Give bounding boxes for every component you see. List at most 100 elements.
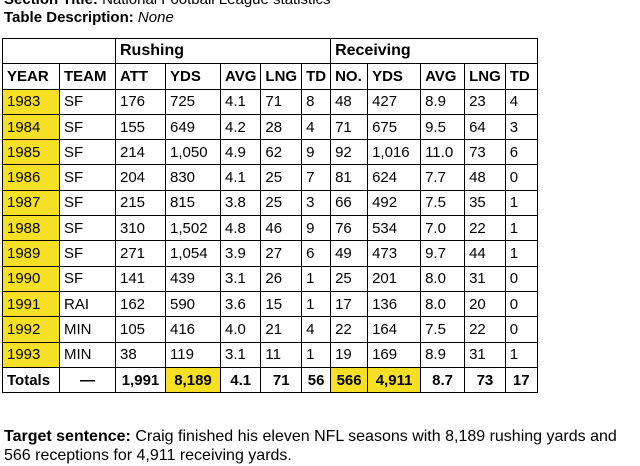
- column-header-row: YEAR TEAM ATT YDS AVG LNG TD NO. YDS AVG LNG TD: [2, 63, 538, 90]
- table-cell: 25: [260, 189, 303, 217]
- table-cell: 3.8: [219, 189, 262, 217]
- table-cell: 7.5: [420, 189, 466, 217]
- table-cell: 49: [330, 240, 369, 267]
- table-cell: 8.0: [420, 265, 466, 292]
- totals-cell: 17: [504, 366, 538, 394]
- group-header-receiving: Receiving: [330, 37, 538, 65]
- table-cell: 4: [504, 88, 538, 115]
- table-cell: 649: [165, 113, 221, 141]
- table-row: 1990 SF 141 439 3.1 26 1 25 201 8.0 31 0: [2, 265, 538, 292]
- table-cell: 1: [504, 341, 538, 368]
- totals-label: Totals: [2, 366, 60, 394]
- table-cell: 176: [115, 88, 166, 115]
- column-header: NO.: [330, 63, 369, 90]
- column-header: YDS: [367, 63, 422, 90]
- totals-cell: 71: [260, 366, 303, 394]
- column-header: YEAR: [2, 63, 60, 90]
- year-cell: 1991: [2, 290, 60, 318]
- section-title-line: Section Title: National Football League …: [4, 0, 331, 9]
- column-header: YDS: [165, 63, 221, 90]
- table-cell: 1,054: [165, 240, 221, 267]
- year-cell: 1984: [2, 113, 60, 141]
- table-cell: 3.1: [219, 341, 262, 368]
- year-cell: 1987: [2, 189, 60, 217]
- table-cell: 3.9: [219, 240, 262, 267]
- table-cell: 624: [367, 164, 422, 191]
- table-cell: 8: [301, 88, 332, 115]
- table-cell: 7: [301, 164, 332, 191]
- table-cell: MIN: [59, 341, 116, 368]
- table-cell: 64: [464, 113, 506, 141]
- column-header: TD: [301, 63, 332, 90]
- year-cell: 1985: [2, 139, 60, 166]
- section-title-value: National Football League statistics: [102, 0, 330, 8]
- table-cell: 4.1: [219, 88, 262, 115]
- table-cell: 136: [367, 290, 422, 318]
- table-cell: 20: [464, 290, 506, 318]
- table-cell: 9: [301, 215, 332, 242]
- table-row: 1988 SF 310 1,502 4.8 46 9 76 534 7.0 22 1: [2, 215, 538, 242]
- group-header-rushing: Rushing: [114, 37, 332, 65]
- table-cell: 1,016: [367, 139, 422, 166]
- table-cell: 15: [260, 290, 303, 318]
- totals-cell: 1,991: [115, 366, 166, 394]
- table-cell: 81: [330, 164, 369, 191]
- totals-row: Totals —1,991 8,189 4.1 71 56 566 4,911 8.7 73 17: [2, 366, 538, 394]
- table-cell: 22: [464, 215, 506, 242]
- group-header-row: Rushing Receiving: [2, 37, 538, 65]
- table-cell: 92: [330, 139, 369, 166]
- table-cell: 11.0: [420, 139, 466, 166]
- table-row: 1993 MIN 38 119 3.1 11 1 19 169 8.9 31 1: [2, 341, 538, 368]
- table-row: 1985 SF 214 1,050 4.9 62 9 92 1,016 11.0 73 6: [2, 139, 538, 166]
- table-cell: SF: [59, 240, 116, 267]
- table-cell: 44: [464, 240, 506, 267]
- table-cell: 3.6: [219, 290, 262, 318]
- table-description-value: None: [137, 9, 174, 26]
- stats-table: Rushing Receiving YEAR TEAM ATT YDS AVG LNG TD…: [2, 37, 538, 394]
- table-cell: SF: [59, 189, 116, 217]
- year-cell: 1992: [2, 316, 60, 343]
- table-cell: 155: [115, 113, 166, 141]
- table-cell: 201: [367, 265, 422, 292]
- table-cell: 164: [367, 316, 422, 343]
- table-cell: 35: [464, 189, 506, 217]
- table-cell: 1: [301, 265, 332, 292]
- table-description-line: Table Description: None: [4, 9, 174, 27]
- table-cell: 23: [464, 88, 506, 115]
- table-cell: MIN: [59, 316, 116, 343]
- table-cell: 21: [260, 316, 303, 343]
- table-cell: 25: [260, 164, 303, 191]
- table-cell: 105: [115, 316, 166, 343]
- table-cell: 1: [301, 341, 332, 368]
- table-row: 1984 SF 155 649 4.2 28 4 71 675 9.5 64 3: [2, 113, 538, 141]
- table-cell: 214: [115, 139, 166, 166]
- table-cell: 4.1: [219, 164, 262, 191]
- table-cell: SF: [59, 113, 116, 141]
- table-cell: 830: [165, 164, 221, 191]
- table-description-label: Table Description:: [4, 9, 134, 26]
- year-cell: 1989: [2, 240, 60, 267]
- table-cell: 9.7: [420, 240, 466, 267]
- column-header: AVG: [420, 63, 466, 90]
- table-cell: 815: [165, 189, 221, 217]
- table-cell: 0: [504, 164, 538, 191]
- table-cell: 141: [115, 265, 166, 292]
- table-cell: 473: [367, 240, 422, 267]
- table-row: 1992 MIN 105 416 4.0 21 4 22 164 7.5 22 0: [2, 316, 538, 343]
- year-cell: 1993: [2, 341, 60, 368]
- target-sentence-block: Target sentence: Craig finished his elev…: [4, 427, 640, 465]
- table-cell: 4: [301, 316, 332, 343]
- table-cell: 3: [301, 189, 332, 217]
- table-cell: 19: [330, 341, 369, 368]
- table-cell: 492: [367, 189, 422, 217]
- table-cell: 1: [504, 189, 538, 217]
- table-cell: 28: [260, 113, 303, 141]
- table-cell: 22: [464, 316, 506, 343]
- table-cell: 534: [367, 215, 422, 242]
- table-cell: SF: [59, 164, 116, 191]
- table-cell: 3.1: [219, 265, 262, 292]
- table-cell: 3: [504, 113, 538, 141]
- table-cell: 31: [464, 341, 506, 368]
- table-cell: 271: [115, 240, 166, 267]
- table-cell: 4.2: [219, 113, 262, 141]
